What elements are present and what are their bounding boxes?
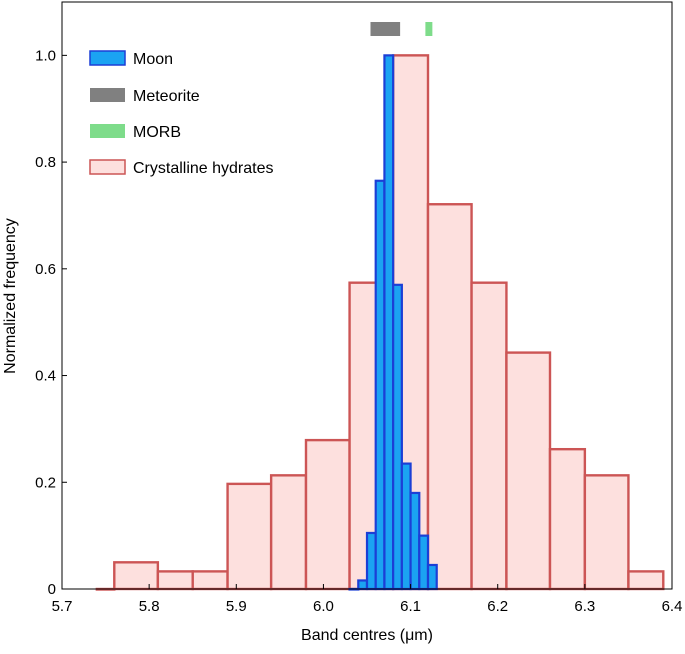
moon-bar-3 [374,179,386,591]
legend: Moon Meteorite MORB Crystalline hydrates [89,50,274,177]
hydrate-bar-10 [470,281,508,591]
hydrate-bar-11 [505,351,552,591]
y-tick-label-2: 0.4 [35,368,56,385]
moon-bar-7 [409,491,421,591]
y-tick-label-3: 0.6 [35,261,56,278]
x-tick-label-3: 6.0 [313,598,334,615]
meteorite-range-bar [370,22,401,36]
legend-label-moon: Moon [133,51,173,68]
hydrate-bar-5 [269,474,308,591]
moon-bar-2 [365,531,377,591]
moon-bar-4 [383,54,395,591]
hydrate-bar-1 [113,561,160,591]
hydrate-bar-9 [426,203,473,591]
plot-frame [61,1,673,590]
legend-label-morb: MORB [133,124,181,141]
x-tick-label-1: 5.8 [139,598,160,615]
x-tick-label-2: 5.9 [226,598,247,615]
x-tick-label-6: 6.3 [574,598,595,615]
hydrate-bar-4 [226,482,273,591]
hydrate-bar-2 [156,570,194,591]
x-tick-label-4: 6.1 [400,598,421,615]
hydrate-bar-13 [583,474,630,591]
x-tick-label-5: 6.2 [487,598,508,615]
bars-layer [95,54,665,591]
hydrate-bar-3 [191,570,229,591]
legend-swatch-meteorite [90,88,125,102]
legend-swatch-crystalline-hydrates [89,159,126,175]
x-tick-label-0: 5.7 [52,598,73,615]
x-axis-label: Band centres (μm) [301,627,433,644]
y-tick-label-1: 0.2 [35,474,56,491]
hydrate-bar-12 [548,447,587,591]
y-tick-label-0: 0 [48,581,56,598]
legend-swatch-moon [89,50,126,66]
y-axis-label: Normalized frequency [2,218,19,374]
range-markers [370,22,433,36]
hydrate-bar-6 [304,438,351,591]
legend-label-crystalline-hydrates: Crystalline hydrates [133,160,274,177]
hydrate-bar-14 [627,570,665,591]
y-tick-label-5: 1.0 [35,47,56,64]
moon-bar-1 [357,579,369,591]
y-tick-label-4: 0.8 [35,154,56,171]
legend-swatch-morb [90,124,125,138]
moon-bar-6 [400,462,412,591]
x-tick-label-7: 6.4 [662,598,683,615]
legend-label-meteorite: Meteorite [133,88,200,105]
moon-bar-5 [392,283,403,591]
morb-range-bar [425,22,433,36]
axis-ticks: 5.7 5.8 5.9 6.0 6.1 6.2 6.3 6.4 0 0.2 0.4 0.6 0.8 1.0 [35,47,682,615]
moon-bar-9 [426,563,438,591]
moon-bar-8 [418,534,430,591]
